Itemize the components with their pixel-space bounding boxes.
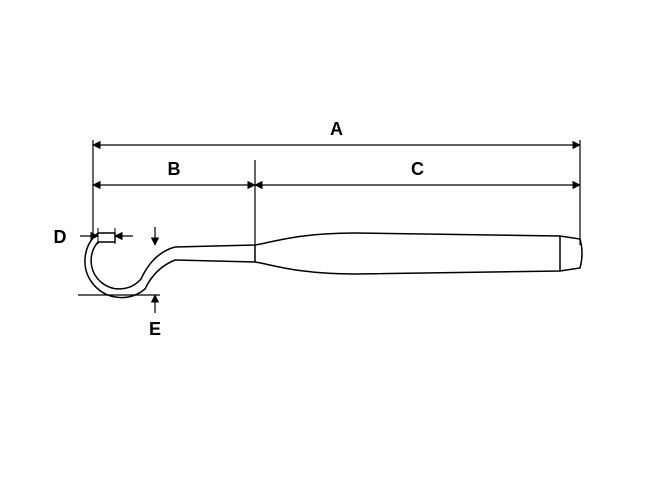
dim-label-e: E [149, 319, 161, 339]
tool-outline [85, 233, 582, 298]
dim-label-b: B [168, 159, 181, 179]
dim-label-c: C [411, 159, 424, 179]
dimension-lines [80, 145, 580, 313]
dim-label-a: A [330, 119, 343, 139]
dimension-labels: A B C D E [54, 119, 425, 339]
dim-label-d: D [54, 227, 67, 247]
